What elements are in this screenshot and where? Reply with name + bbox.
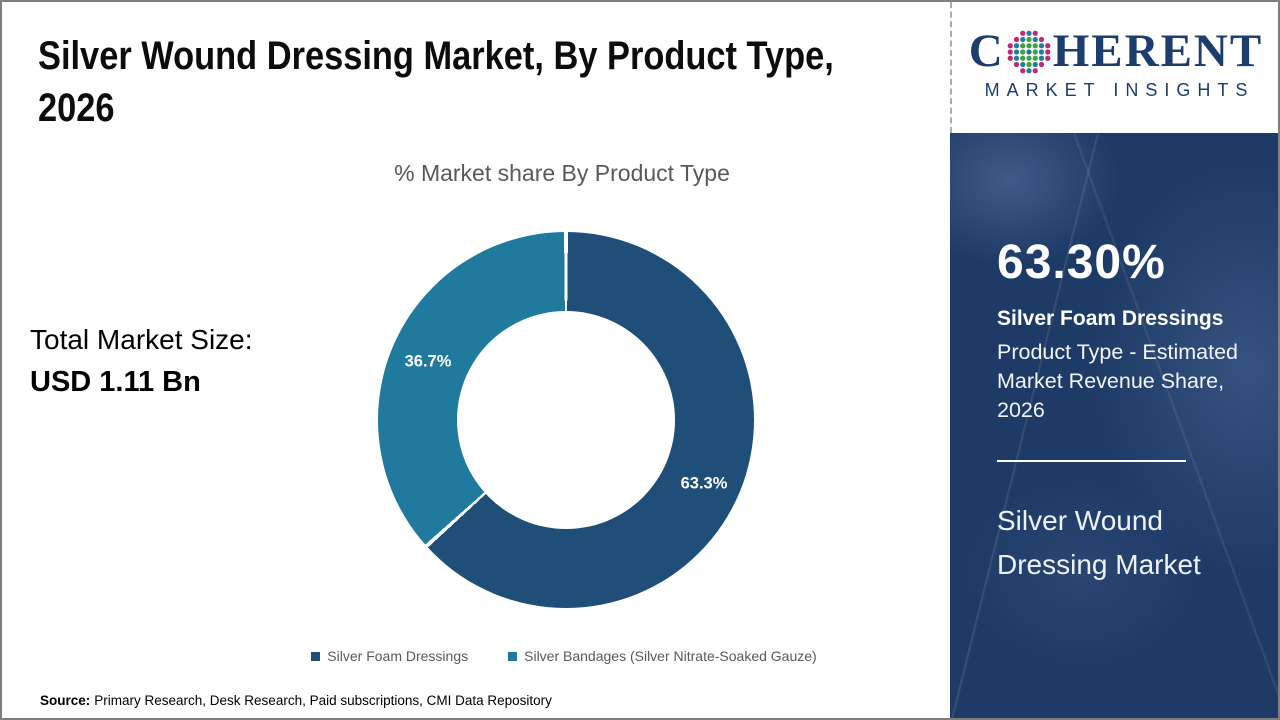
share-description: Product Type - Estimated Market Revenue … [997,340,1238,422]
side-panel: 63.30% Silver Foam Dressings Product Typ… [950,133,1278,718]
page-title-line-2: 2026 [38,86,115,130]
legend-swatch [311,651,321,661]
legend-swatch [508,651,518,661]
total-market-size-value: USD 1.11 Bn [30,366,201,398]
legend-item-silver-bandages: Silver Bandages (Silver Nitrate-Soaked G… [508,648,817,664]
total-market-size-label: Total Market Size: [30,324,253,355]
source-text: Primary Research, Desk Research, Paid su… [94,693,552,708]
total-market-size: Total Market Size: USD 1.11 Bn [30,324,253,399]
legend-label: Silver Foam Dressings [327,648,469,664]
logo-tagline: MARKET INSIGHTS [984,80,1255,100]
legend-label: Silver Bandages (Silver Nitrate-Soaked G… [524,648,817,664]
page-title: Silver Wound Dressing Market, By Product… [38,30,898,134]
chart-legend: Silver Foam Dressings Silver Bandages (S… [202,648,926,664]
donut-hole [457,311,675,529]
source-note: Source: Primary Research, Desk Research, … [40,693,552,708]
share-value: 63.30% [997,236,1166,289]
logo-letter-c: C [968,25,1005,77]
coherent-logo-wordmark: C [969,28,1263,75]
logo-letters-herent: HERENT [1052,25,1264,77]
panel-divider [997,460,1186,462]
slice-label-silver-bandages: 36.7% [404,352,452,371]
donut-chart: 63.3% 36.7% [378,232,754,608]
legend-item-foam-dressings: Silver Foam Dressings [311,648,468,664]
page-title-line-1: Silver Wound Dressing Market, By Product… [38,34,834,78]
slice-label-foam-dressings: 63.3% [680,474,728,493]
chart-title: % Market share By Product Type [394,160,730,186]
source-label: Source: [40,693,91,708]
coherent-logo: C [950,2,1278,133]
coherent-globe-icon [1007,30,1051,73]
share-segment-name: Silver Foam Dressings [997,307,1224,330]
market-name: Silver Wound Dressing Market [997,505,1201,580]
